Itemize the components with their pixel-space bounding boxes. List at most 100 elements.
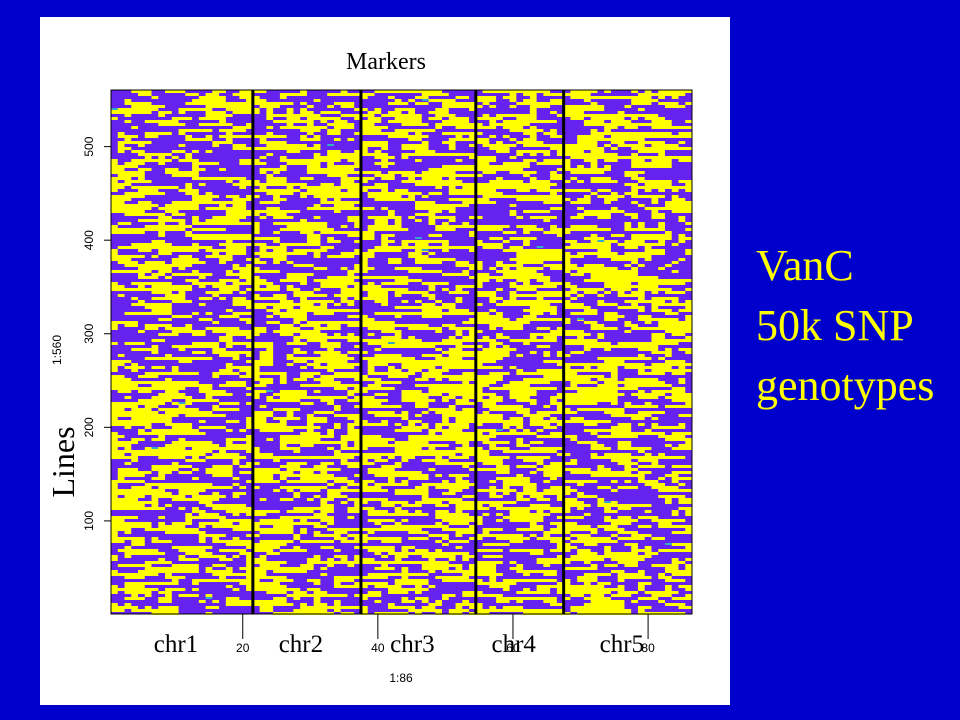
heatmap-cell bbox=[604, 516, 611, 519]
heatmap-cell bbox=[394, 129, 436, 132]
heatmap-cell bbox=[394, 423, 402, 426]
heatmap-cell bbox=[111, 603, 118, 606]
heatmap-cell bbox=[442, 141, 456, 144]
heatmap-cell bbox=[205, 291, 233, 294]
heatmap-cell bbox=[516, 141, 544, 144]
heatmap-cell bbox=[509, 282, 517, 285]
heatmap-cell bbox=[239, 429, 247, 432]
heatmap-cell bbox=[502, 267, 510, 270]
heatmap-cell bbox=[631, 237, 672, 240]
heatmap-cell bbox=[394, 450, 490, 453]
heatmap-cell bbox=[435, 225, 510, 228]
heatmap-cell bbox=[313, 144, 321, 147]
heatmap-cell bbox=[111, 588, 159, 591]
heatmap-cell bbox=[664, 570, 692, 573]
heatmap-cell bbox=[448, 522, 470, 525]
heatmap-cell bbox=[239, 96, 260, 99]
heatmap-cell bbox=[347, 333, 355, 336]
heatmap-cell bbox=[225, 603, 294, 606]
heatmap-cell bbox=[550, 510, 571, 513]
heatmap-cell bbox=[523, 174, 530, 177]
heatmap-cell bbox=[333, 453, 456, 456]
heatmap-cell bbox=[658, 189, 665, 192]
heatmap-cell bbox=[259, 105, 280, 108]
heatmap-cell bbox=[664, 603, 686, 606]
heatmap-cell bbox=[617, 579, 625, 582]
heatmap-cell bbox=[428, 252, 436, 255]
heatmap-cell bbox=[171, 201, 247, 204]
heatmap-cell bbox=[563, 480, 598, 483]
heatmap-cell bbox=[664, 348, 672, 351]
heatmap-cell bbox=[442, 480, 449, 483]
heatmap-cell bbox=[610, 192, 618, 195]
heatmap-cell bbox=[374, 474, 429, 477]
heatmap-cell bbox=[347, 216, 361, 219]
heatmap-cell bbox=[246, 288, 280, 291]
heatmap-cell bbox=[158, 408, 199, 411]
heatmap-cell bbox=[360, 180, 368, 183]
heatmap-cell bbox=[448, 327, 476, 330]
heatmap-cell bbox=[279, 477, 287, 480]
heatmap-cell bbox=[360, 597, 368, 600]
heatmap-cell bbox=[644, 183, 672, 186]
heatmap-cell bbox=[509, 567, 524, 570]
heatmap-cell bbox=[428, 219, 436, 222]
heatmap-cell bbox=[158, 114, 166, 117]
heatmap-cell bbox=[563, 285, 578, 288]
heatmap-cell bbox=[239, 471, 294, 474]
heatmap-cell bbox=[442, 597, 449, 600]
heatmap-cell bbox=[286, 510, 314, 513]
heatmap-cell bbox=[374, 483, 409, 486]
heatmap-cell bbox=[165, 294, 186, 297]
heatmap-cell bbox=[489, 147, 510, 150]
heatmap-cell bbox=[225, 543, 287, 546]
heatmap-cell bbox=[259, 216, 267, 219]
heatmap-cell bbox=[327, 522, 334, 525]
heatmap-cell bbox=[306, 423, 314, 426]
heatmap-cell bbox=[415, 261, 443, 264]
heatmap-cell bbox=[394, 294, 402, 297]
heatmap-cell bbox=[475, 261, 483, 264]
heatmap-cell bbox=[232, 588, 240, 591]
heatmap-cell bbox=[192, 243, 199, 246]
heatmap-cell bbox=[266, 315, 274, 318]
heatmap-cell bbox=[333, 555, 348, 558]
heatmap-cell bbox=[367, 195, 402, 198]
heatmap-cell bbox=[219, 288, 240, 291]
heatmap-cell bbox=[273, 312, 307, 315]
heatmap-cell bbox=[529, 105, 551, 108]
heatmap-cell bbox=[583, 423, 598, 426]
heatmap-cell bbox=[644, 552, 659, 555]
heatmap-cell bbox=[550, 477, 557, 480]
heatmap-cell bbox=[637, 465, 665, 468]
heatmap-cell bbox=[624, 183, 638, 186]
heatmap-cell bbox=[550, 171, 557, 174]
heatmap-cell bbox=[583, 309, 598, 312]
heatmap-cell bbox=[320, 303, 328, 306]
heatmap-cell bbox=[617, 423, 632, 426]
heatmap-cell bbox=[225, 309, 233, 312]
heatmap-cell bbox=[313, 279, 355, 282]
heatmap-cell bbox=[651, 339, 692, 342]
heatmap-cell bbox=[185, 153, 193, 156]
heatmap-cell bbox=[212, 372, 240, 375]
heatmap-cell bbox=[360, 609, 368, 612]
heatmap-cell bbox=[482, 336, 490, 339]
heatmap-cell bbox=[259, 255, 287, 258]
heatmap-cell bbox=[577, 198, 591, 201]
heatmap-cell bbox=[536, 162, 571, 165]
heatmap-cell bbox=[617, 585, 625, 588]
heatmap-cell bbox=[279, 396, 348, 399]
heatmap-cell bbox=[266, 111, 274, 114]
heatmap-cell bbox=[624, 300, 665, 303]
heatmap-cell bbox=[536, 510, 544, 513]
heatmap-cell bbox=[151, 309, 172, 312]
heatmap-cell bbox=[529, 552, 544, 555]
heatmap-cell bbox=[631, 195, 665, 198]
heatmap-cell bbox=[590, 177, 611, 180]
heatmap-cell bbox=[590, 129, 598, 132]
heatmap-cell bbox=[577, 552, 598, 555]
heatmap-cell bbox=[516, 399, 537, 402]
heatmap-cell bbox=[273, 240, 280, 243]
heatmap-cell bbox=[279, 93, 307, 96]
